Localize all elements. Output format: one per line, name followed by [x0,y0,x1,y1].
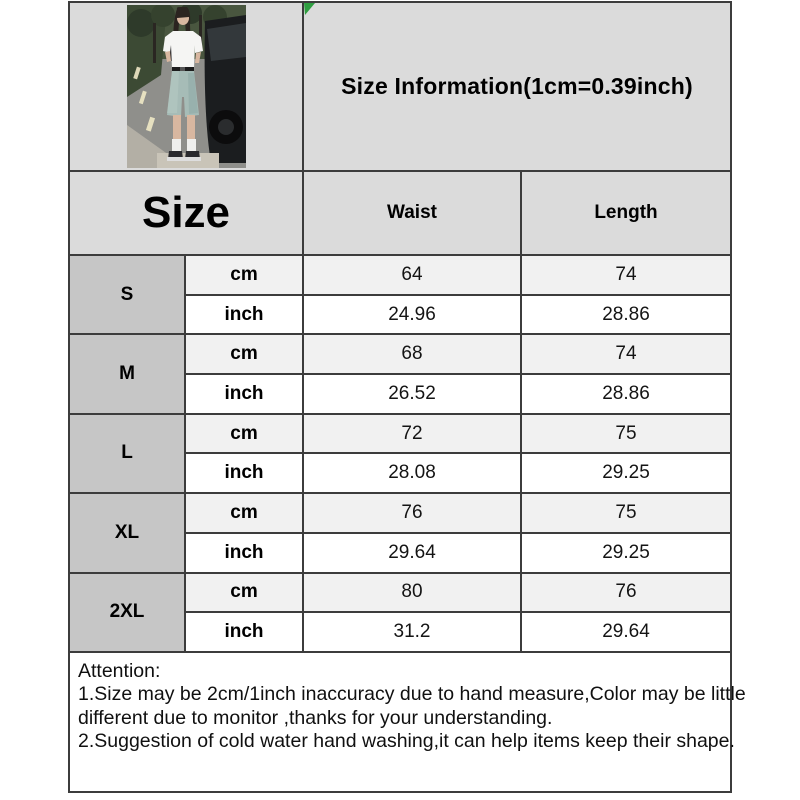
unit-label-inch: inch [186,295,302,334]
attention-line-2: different due to monitor ,thanks for you… [78,706,553,729]
2xl-length-cm: 76 [522,573,730,612]
l-waist-cm: 72 [304,414,520,453]
l-length-cm: 75 [522,414,730,453]
unit-label-cm: cm [186,494,302,532]
size-label-2xl: 2XL [70,573,184,651]
2xl-waist-inch: 31.2 [304,613,520,651]
s-waist-inch: 24.96 [304,295,520,334]
xl-waist-cm: 76 [304,494,520,532]
unit-label-cm: cm [186,335,302,374]
xl-length-cm: 75 [522,494,730,532]
m-waist-cm: 68 [304,335,520,374]
m-length-cm: 74 [522,335,730,374]
size-chart-table: Size Information(1cm=0.39inch) Size Wais… [68,1,746,793]
size-column-header: Size [70,172,302,254]
size-label-xl: XL [70,494,184,572]
unit-label-cm: cm [186,573,302,612]
2xl-length-inch: 29.64 [522,613,730,651]
attention-line-3: 2.Suggestion of cold water hand washing,… [78,730,735,753]
unit-label-inch: inch [186,613,302,651]
waist-column-header: Waist [304,172,520,254]
s-length-inch: 28.86 [522,295,730,334]
attention-title: Attention: [78,659,161,682]
size-information-title: Size Information(1cm=0.39inch) [341,73,693,99]
l-waist-inch: 28.08 [304,454,520,493]
m-waist-inch: 26.52 [304,375,520,413]
attention-line-1: 1.Size may be 2cm/1inch inaccuracy due t… [78,683,746,706]
unit-label-cm: cm [186,414,302,453]
product-photo-cell [70,3,302,170]
size-label-s: S [70,256,184,334]
unit-label-inch: inch [186,533,302,572]
size-label-m: M [70,335,184,413]
unit-label-cm: cm [186,256,302,294]
green-corner-marker-icon [304,3,315,15]
l-length-inch: 29.25 [522,454,730,493]
attention-note: Attention: 1.Size may be 2cm/1inch inacc… [70,652,746,791]
m-length-inch: 28.86 [522,375,730,413]
size-information-header-cell: Size Information(1cm=0.39inch) [304,3,730,170]
length-column-header: Length [522,172,730,254]
s-waist-cm: 64 [304,256,520,294]
product-photo [126,5,246,168]
xl-waist-inch: 29.64 [304,533,520,572]
2xl-waist-cm: 80 [304,573,520,612]
size-label-l: L [70,414,184,493]
xl-length-inch: 29.25 [522,533,730,572]
unit-label-inch: inch [186,375,302,413]
unit-label-inch: inch [186,454,302,493]
s-length-cm: 74 [522,256,730,294]
